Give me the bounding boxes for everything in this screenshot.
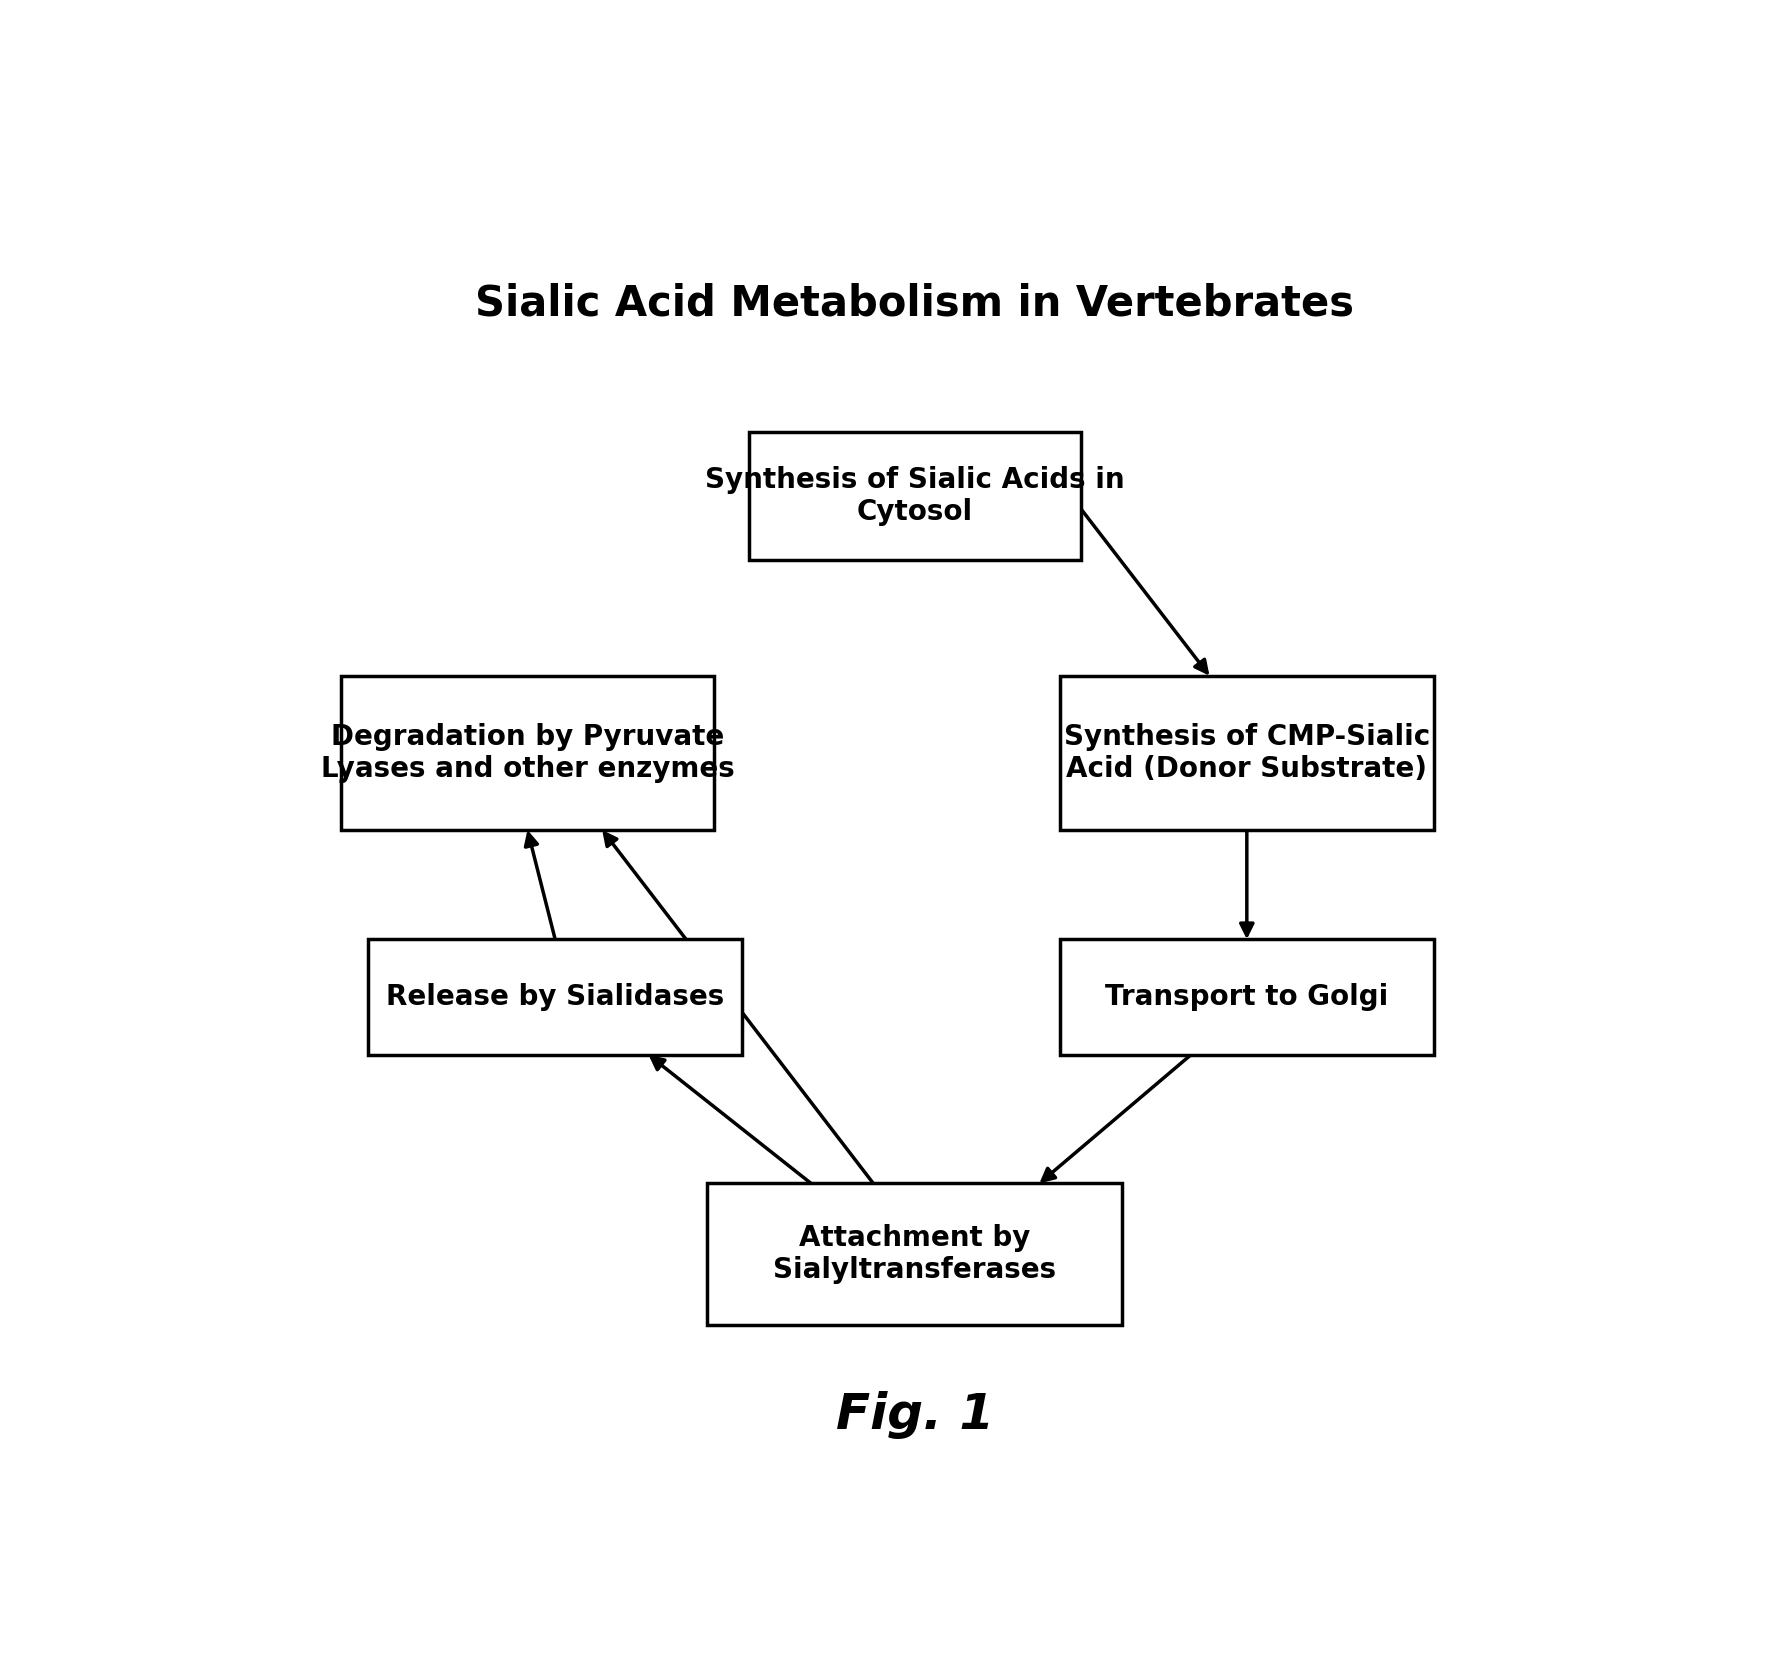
Text: Attachment by
Sialyltransferases: Attachment by Sialyltransferases xyxy=(773,1223,1057,1283)
FancyBboxPatch shape xyxy=(707,1183,1123,1325)
Text: Synthesis of CMP-Sialic
Acid (Donor Substrate): Synthesis of CMP-Sialic Acid (Donor Subs… xyxy=(1064,723,1430,783)
FancyBboxPatch shape xyxy=(368,940,743,1055)
Text: Transport to Golgi: Transport to Golgi xyxy=(1105,983,1389,1011)
FancyBboxPatch shape xyxy=(341,676,714,829)
Text: Synthesis of Sialic Acids in
Cytosol: Synthesis of Sialic Acids in Cytosol xyxy=(705,466,1125,526)
FancyBboxPatch shape xyxy=(1060,676,1433,829)
Text: Fig. 1: Fig. 1 xyxy=(835,1390,994,1439)
FancyBboxPatch shape xyxy=(750,432,1082,561)
FancyBboxPatch shape xyxy=(1060,940,1433,1055)
Text: Degradation by Pyruvate
Lyases and other enzymes: Degradation by Pyruvate Lyases and other… xyxy=(321,723,734,783)
Text: Release by Sialidases: Release by Sialidases xyxy=(386,983,725,1011)
Text: Sialic Acid Metabolism in Vertebrates: Sialic Acid Metabolism in Vertebrates xyxy=(475,282,1355,324)
